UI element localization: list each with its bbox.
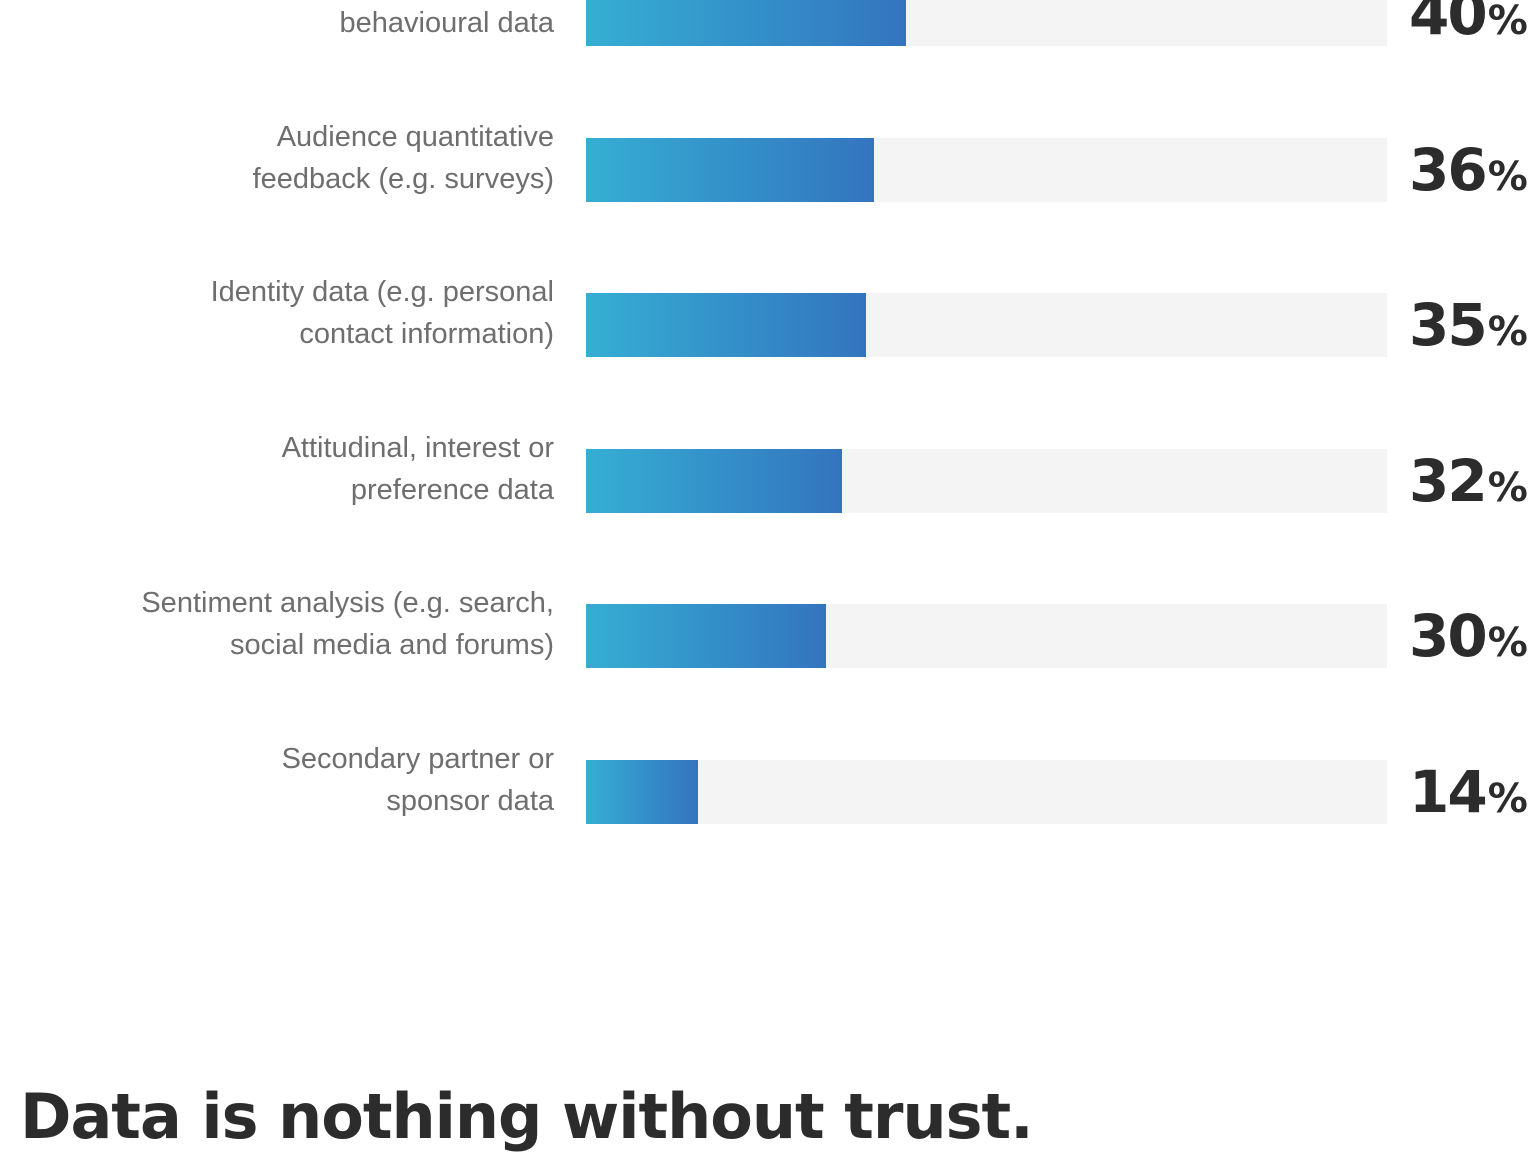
bar-track [586, 0, 1387, 46]
bar [586, 760, 698, 824]
bar-row: Audience quantitative feedback (e.g. surv… [0, 121, 1537, 204]
bar [586, 0, 906, 46]
bar-category-label: App and websitebehavioural data [74, 0, 554, 44]
bar-category-label-line: Identity data (e.g. personal [210, 276, 554, 308]
bar-value-label: 30% [1409, 604, 1528, 668]
bar-value-number: 32 [1409, 447, 1488, 515]
headline: Data is nothing without trust. [20, 1080, 1034, 1153]
bar-category-label: Identity data (e.g. personal contact info… [74, 271, 554, 355]
bar-value-number: 30 [1409, 602, 1488, 670]
bar-category-label-line: behavioural data [339, 7, 554, 39]
bar-row: Secondary partner or sponsor data 14% [0, 743, 1537, 826]
bar-track [586, 604, 1387, 668]
percent-sign: % [1487, 465, 1528, 511]
bar-value-number: 35 [1409, 291, 1488, 359]
percent-sign: % [1487, 154, 1528, 200]
bar-chart: App and websitebehavioural data40%Audien… [0, 0, 1537, 826]
bar [586, 293, 866, 357]
bar-value-label: 14% [1409, 760, 1528, 824]
bar-value-label: 36% [1409, 138, 1528, 202]
bar-value-number: 40 [1409, 0, 1488, 48]
bar-category-label-line: Secondary partner or [281, 743, 554, 775]
bar-track [586, 293, 1387, 357]
percent-sign: % [1487, 0, 1528, 44]
bar-category-label-line: Sentiment analysis (e.g. search, [141, 587, 554, 619]
percent-sign: % [1487, 620, 1528, 666]
bar-value-label: 40% [1409, 0, 1528, 46]
bar-category-label-line: sponsor data [386, 785, 554, 817]
bar [586, 449, 842, 513]
bar-category-label: Sentiment analysis (e.g. search, social m… [74, 582, 554, 666]
bar-row: Identity data (e.g. personal contact info… [0, 276, 1537, 359]
bar [586, 604, 826, 668]
bar-category-label-line: feedback (e.g. surveys) [252, 163, 554, 195]
bar-category-label-line: preference data [350, 474, 554, 506]
bar-value-number: 36 [1409, 136, 1488, 204]
bar-category-label: Attitudinal, interest or preference data [74, 427, 554, 511]
bar [586, 138, 874, 202]
bar-category-label-line: Attitudinal, interest or [281, 432, 554, 464]
bar-track [586, 449, 1387, 513]
bar-category-label: Audience quantitative feedback (e.g. surv… [74, 116, 554, 200]
bar-category-label: Secondary partner or sponsor data [74, 738, 554, 822]
bar-value-label: 32% [1409, 449, 1528, 513]
bar-category-label-line: Audience quantitative [276, 121, 554, 153]
bar-row: App and websitebehavioural data 40% [0, 0, 1537, 48]
bar-category-label-line: contact information) [299, 318, 554, 350]
percent-sign: % [1487, 776, 1528, 822]
bar-value-label: 35% [1409, 293, 1528, 357]
bar-category-label-line: social media and forums) [230, 629, 554, 661]
bar-track [586, 760, 1387, 824]
bar-track [586, 138, 1387, 202]
bar-row: Sentiment analysis (e.g. search, social m… [0, 587, 1537, 670]
bar-value-number: 14 [1409, 758, 1488, 826]
bar-row: Attitudinal, interest or preference data 3… [0, 432, 1537, 515]
percent-sign: % [1487, 309, 1528, 355]
